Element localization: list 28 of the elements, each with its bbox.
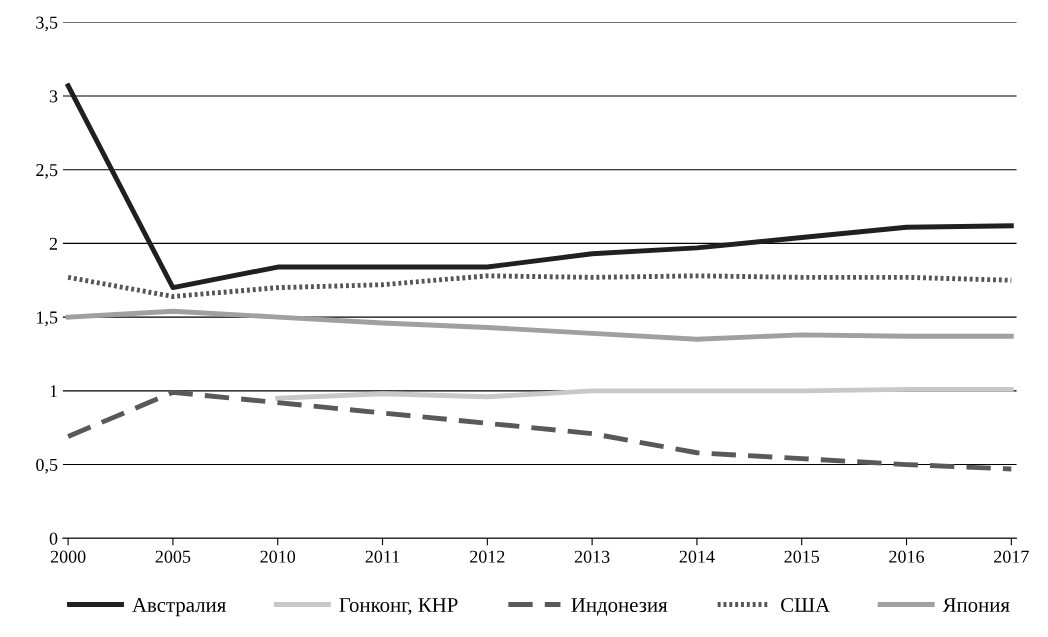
legend-label: США	[781, 597, 830, 612]
x-tick-label: 2016	[889, 550, 925, 563]
legend-label: Индонезия	[571, 598, 668, 616]
legend-label: Австралия	[132, 598, 226, 617]
y-tick-label: 0,5	[36, 458, 58, 474]
legend-label: Япония	[942, 598, 1010, 612]
y-tick-label: 2	[49, 237, 58, 250]
line-series	[65, 389, 1014, 472]
line-series	[65, 273, 1014, 299]
x-tick-label: 2017	[994, 550, 1029, 563]
x-tick-label: 2012	[470, 550, 505, 563]
line-series	[65, 83, 1014, 291]
legend-label: Гонконг, КНР	[339, 598, 458, 615]
line-series	[65, 308, 1014, 342]
x-tick-label: 2011	[365, 550, 400, 563]
y-tick-label: 3,5	[36, 16, 58, 32]
line-series	[275, 386, 1014, 401]
y-tick-label: 1,5	[37, 311, 58, 327]
y-tick-label: 3	[49, 90, 58, 103]
y-tick-label: 1	[50, 385, 57, 398]
x-tick-label: 2005	[155, 550, 191, 563]
x-tick-label: 2014	[679, 550, 715, 563]
y-tick-label: 0	[49, 532, 58, 545]
y-tick-label: 2,5	[36, 164, 58, 179]
x-tick-label: 2010	[260, 550, 296, 563]
x-tick-label: 2013	[574, 550, 610, 563]
x-tick-label: 2000	[50, 550, 86, 563]
x-tick-label: 2015	[784, 550, 820, 563]
